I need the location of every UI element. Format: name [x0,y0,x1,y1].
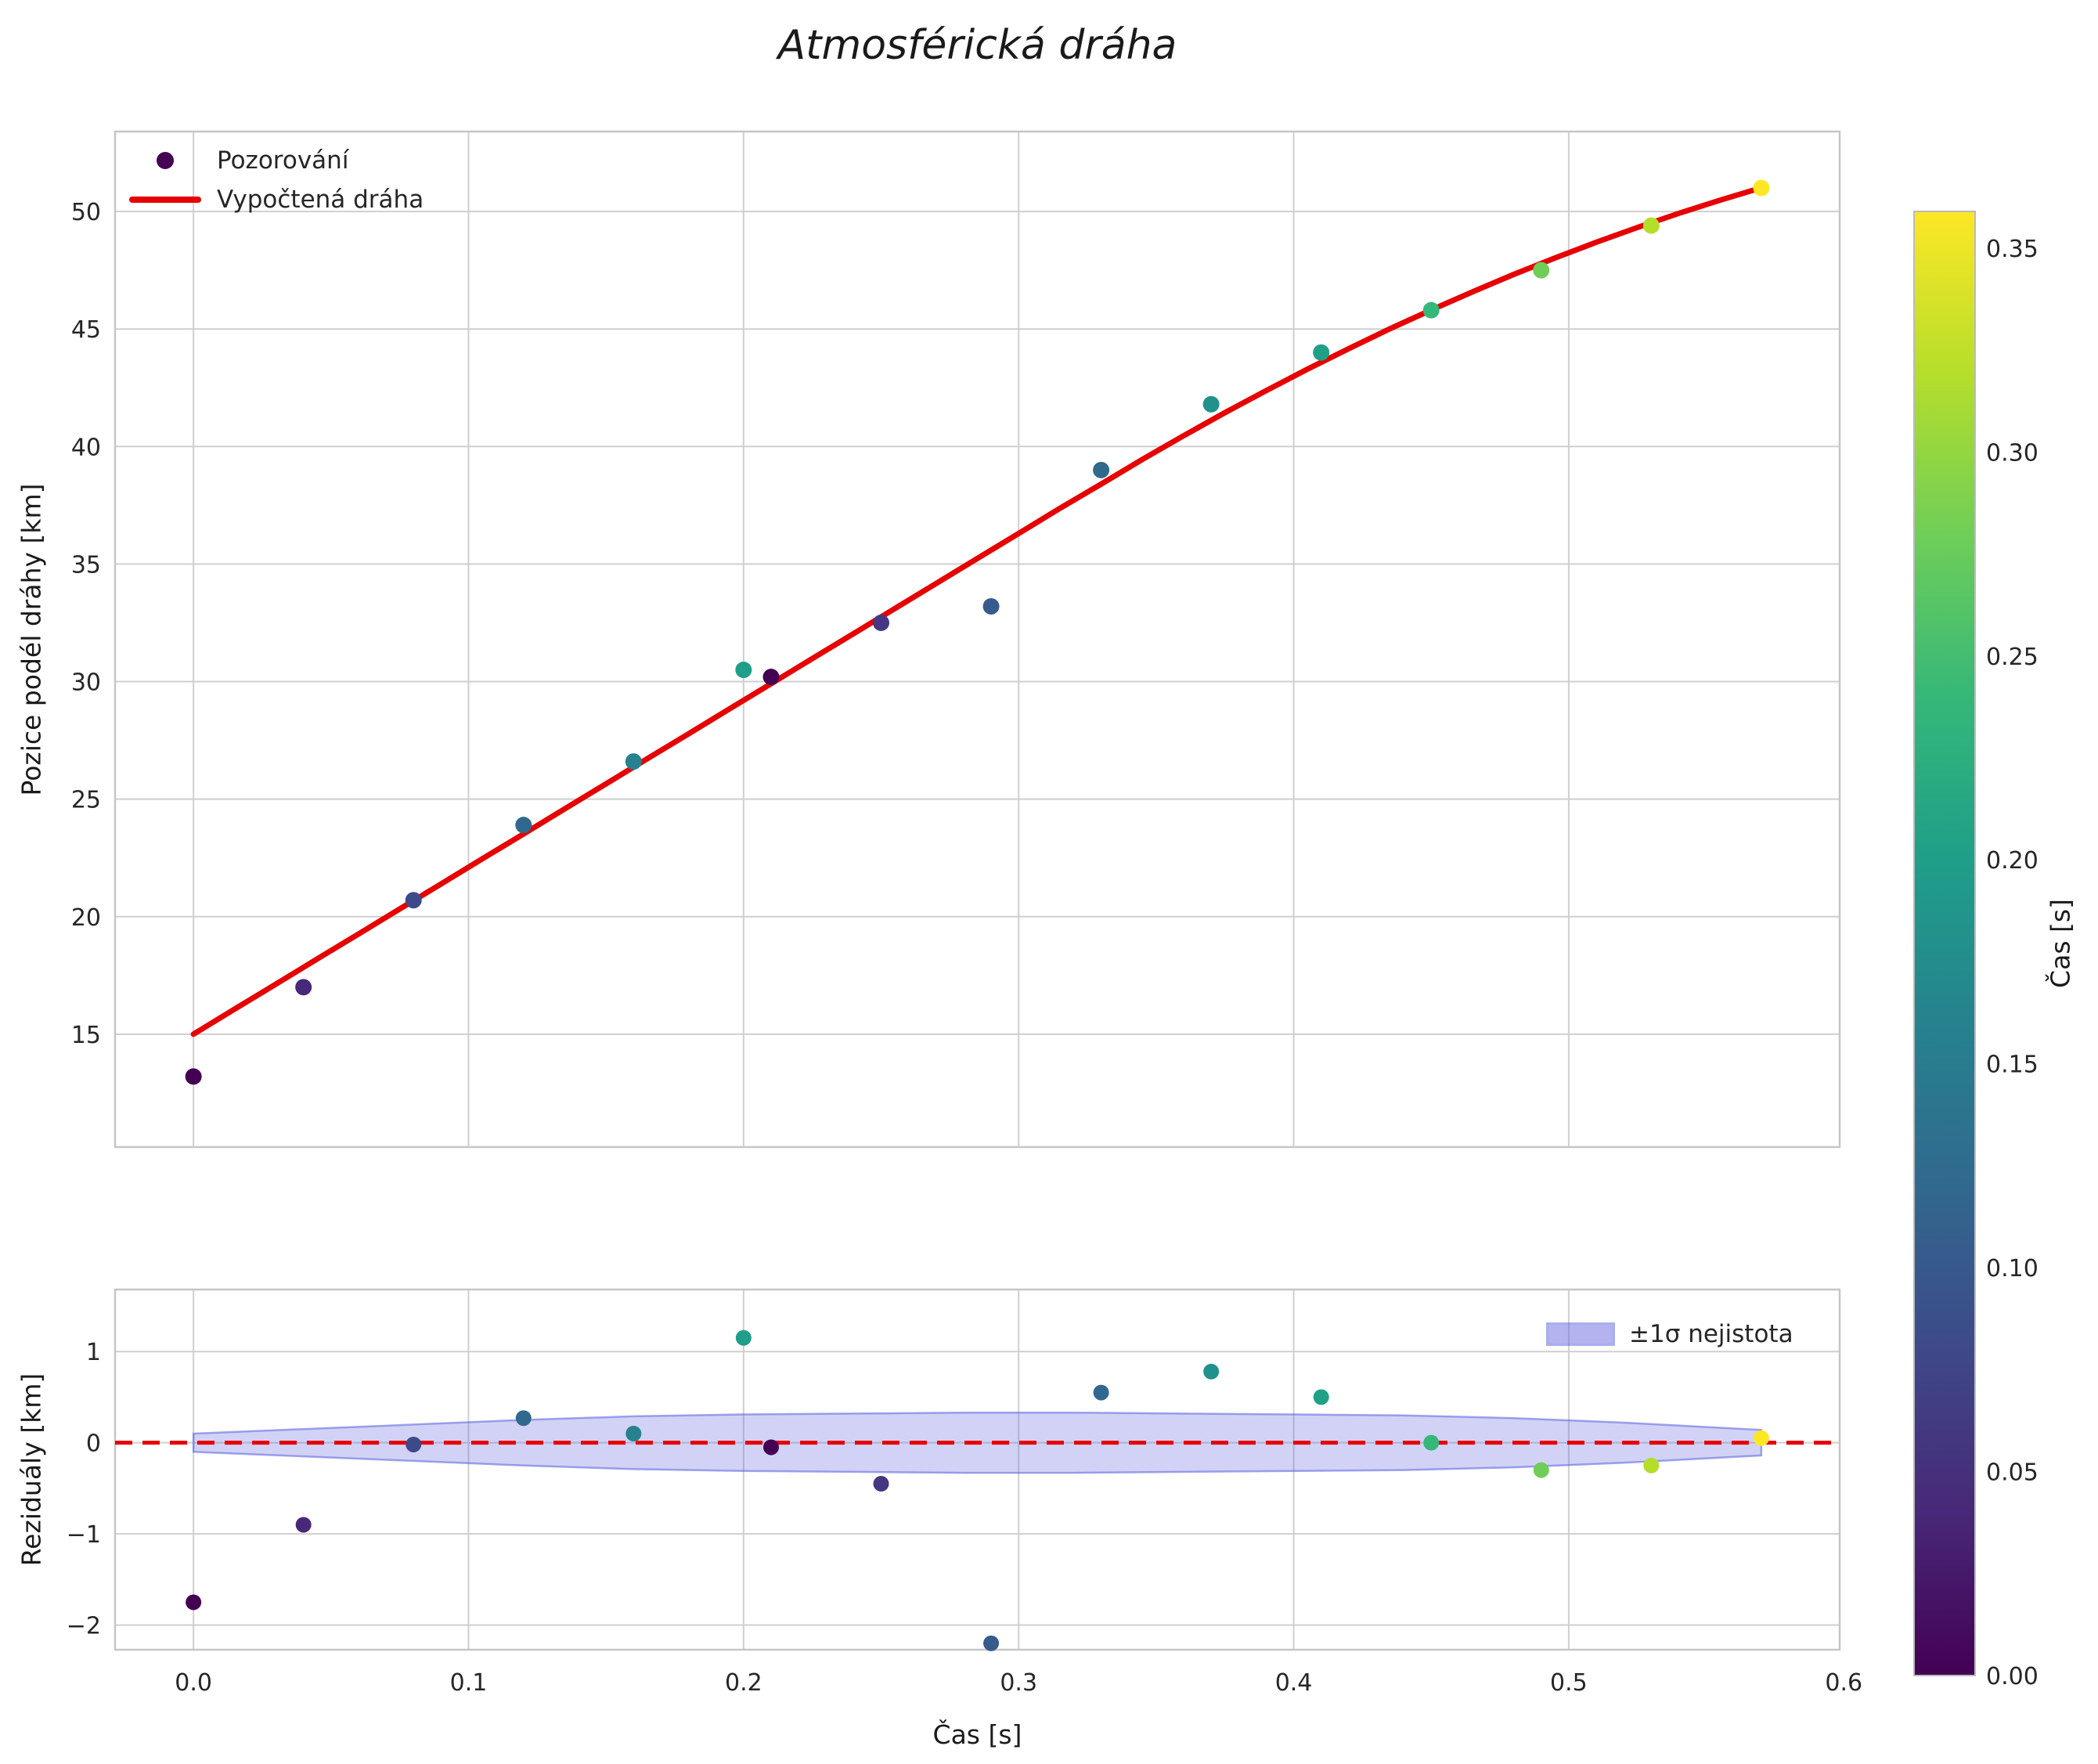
observation-point [1202,395,1220,413]
ytick-label-residuals: −2 [67,1613,101,1640]
colorbar [1913,211,1976,1676]
legend-residuals: ±1σ nejistota [1546,1315,1793,1354]
observation-point [762,669,780,686]
legend-label-uncertainty: ±1σ nejistota [1629,1320,1793,1348]
legend-item-observations: Pozorování [128,141,424,180]
axes-border [114,1288,1841,1651]
observation-point [1422,301,1440,319]
legend-item-fitted-curve: Vypočtená dráha [128,180,424,219]
colorbar-tick-label: 0.35 [1986,236,2039,263]
residual-point [1093,1384,1109,1401]
residual-point [1753,1430,1769,1446]
xtick-label: 0.1 [450,1669,488,1697]
xtick-label: 0.2 [725,1669,762,1697]
chart-title: Atmosférická dráha [777,22,1177,69]
axes-border [114,130,1841,1149]
ytick-label-residuals: 1 [86,1339,101,1366]
colorbar-tick-label: 0.30 [1986,439,2039,467]
residual-point [1313,1389,1329,1405]
observation-point [1642,217,1660,234]
y-axis-label-residuals: Reziduály [km] [16,1373,47,1567]
legend-label-observations: Pozorování [217,146,349,175]
residual-point [1643,1457,1660,1474]
y-axis-label-trajectory: Pozice podél dráhy [km] [16,483,47,796]
legend-trajectory: Pozorování Vypočtená dráha [128,141,424,219]
colorbar-tick-label: 0.05 [1986,1459,2039,1487]
x-axis-label: Čas [s] [932,1719,1022,1750]
fitted-curve [190,185,1765,1037]
residual-point [295,1517,312,1533]
legend-handle [128,152,203,169]
xtick-label: 0.0 [175,1669,212,1697]
observation-point [185,1068,202,1085]
ytick-label-residuals: 0 [86,1430,101,1458]
observation-point [1093,461,1110,478]
ytick-label-trajectory: 15 [71,1022,101,1049]
observation-point [735,662,752,679]
uncertainty-band-patch [1546,1322,1615,1346]
observation-point [515,817,532,834]
residual-point [186,1594,202,1611]
observation-point [295,979,312,996]
residual-point [735,1329,752,1346]
grid [115,132,1840,1147]
observation-point [1753,179,1770,197]
observation-point [982,597,1000,615]
residual-point [762,1439,779,1456]
line-marker-icon [129,197,201,203]
ytick-label-trajectory: 25 [71,787,101,814]
colorbar-tick-label: 0.20 [1986,847,2039,875]
colorbar-tick-label: 0.00 [1986,1663,2039,1690]
ytick-label-trajectory: 45 [71,316,101,344]
observation-point [873,614,890,631]
residual-point [625,1426,642,1441]
ytick-label-trajectory: 30 [71,669,101,697]
legend-label-fitted-curve: Vypočtená dráha [217,186,424,214]
ytick-label-trajectory: 35 [71,551,101,579]
ytick-label-trajectory: 50 [71,199,101,226]
residual-point [873,1476,889,1492]
ytick-label-trajectory: 20 [71,904,101,932]
colorbar-tick-label: 0.25 [1986,644,2039,671]
observation-point [1533,262,1550,279]
colorbar-tick-label: 0.10 [1986,1255,2039,1282]
residual-point [1203,1363,1220,1380]
residual-point [515,1410,532,1427]
residual-point [406,1436,422,1452]
colorbar-tick-label: 0.15 [1986,1052,2039,1079]
ytick-label-residuals: −1 [67,1521,101,1549]
xtick-label: 0.5 [1550,1669,1588,1697]
residual-point [1533,1462,1549,1478]
scatter-marker-icon [157,152,174,169]
xtick-label: 0.6 [1825,1669,1862,1697]
residual-point [1423,1434,1440,1451]
observation-point [1313,344,1330,361]
legend-item-uncertainty-band: ±1σ nejistota [1546,1315,1793,1354]
residual-point [983,1635,1000,1651]
xtick-label: 0.3 [1000,1669,1037,1697]
colorbar-label: Čas [s] [2045,899,2076,988]
legend-handle [128,197,203,203]
observation-point [625,753,642,770]
observation-point [405,892,422,909]
ytick-label-trajectory: 40 [71,434,101,461]
xtick-label: 0.4 [1275,1669,1313,1697]
